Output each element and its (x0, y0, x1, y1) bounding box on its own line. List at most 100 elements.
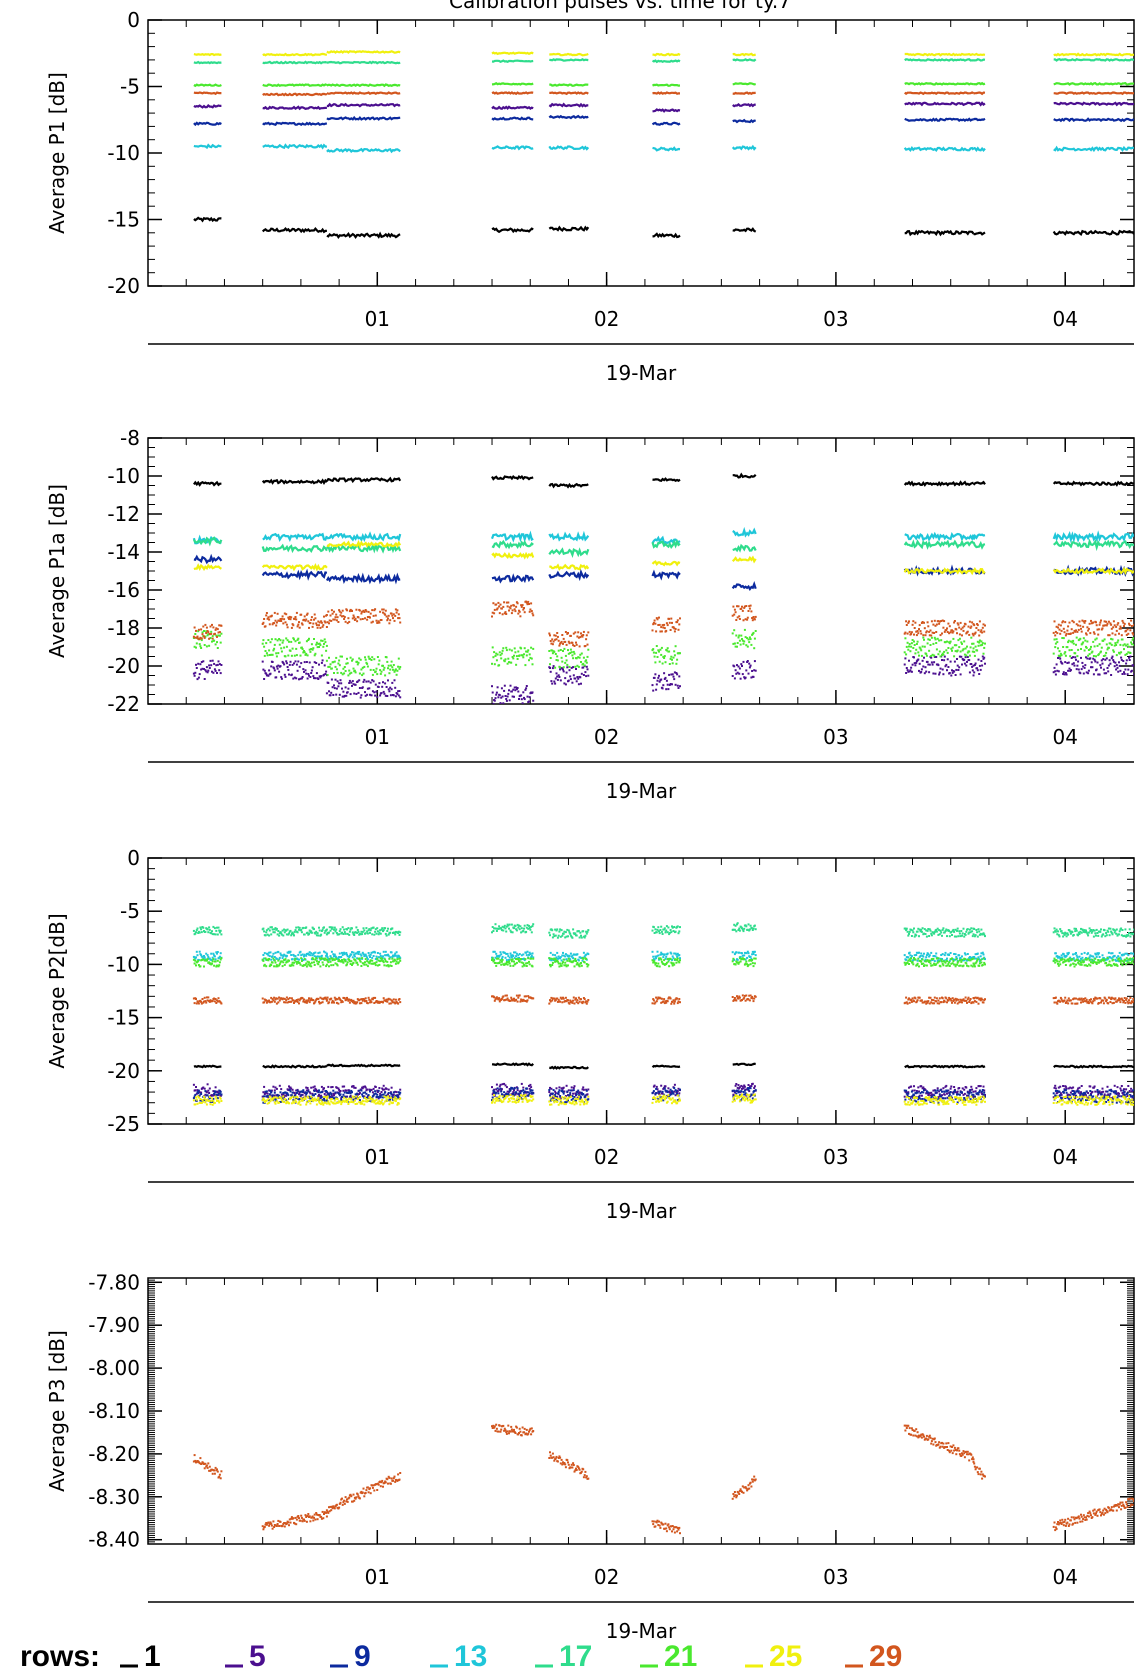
series-point (329, 614, 332, 617)
series-point (570, 666, 573, 669)
series-point (288, 663, 291, 666)
series-point (945, 928, 948, 931)
series-point (281, 615, 284, 618)
series-point (498, 605, 501, 608)
series-point (374, 930, 377, 933)
series-point (1065, 954, 1068, 957)
series-point (908, 951, 911, 954)
series-point (570, 651, 573, 654)
series-point (343, 1091, 346, 1094)
series-point (377, 933, 380, 936)
series-point (949, 660, 952, 663)
series-point (262, 639, 265, 642)
series-point (330, 926, 333, 929)
series-point (975, 1087, 978, 1090)
series-point (514, 1093, 517, 1096)
series-point (346, 691, 349, 694)
series-point (369, 668, 372, 671)
series-point (653, 932, 656, 934)
series-point (578, 1091, 581, 1094)
series-point (315, 1088, 318, 1091)
series-point (677, 687, 680, 689)
series-point (353, 692, 356, 695)
series-point (1085, 957, 1087, 959)
series-point (564, 683, 567, 686)
series-point (665, 929, 668, 932)
series-point (364, 1086, 367, 1089)
series-mark (261, 478, 328, 485)
series-point (1071, 663, 1074, 666)
series-point (1075, 658, 1077, 661)
series-point (951, 669, 953, 672)
series-point (973, 632, 976, 635)
series-point (941, 668, 944, 671)
series-point (508, 923, 511, 926)
series-point (298, 1093, 300, 1096)
series-point (909, 669, 912, 672)
series-point (206, 928, 209, 931)
series-point (930, 634, 933, 637)
series-point (550, 959, 553, 962)
series-point (306, 1087, 309, 1089)
series-point (654, 673, 657, 676)
series-point (930, 656, 933, 659)
series-point (1117, 622, 1120, 625)
series-point (293, 930, 296, 933)
series-point (1125, 633, 1128, 636)
series-point (965, 1086, 968, 1089)
series-point (748, 662, 751, 665)
series-point (317, 620, 320, 623)
series-point (368, 1088, 371, 1091)
series-point (216, 952, 218, 955)
series-point (978, 930, 981, 933)
series-point (1078, 620, 1081, 623)
series-point (1132, 637, 1134, 640)
series-point (214, 628, 217, 631)
series-point (655, 617, 658, 620)
series-point (358, 687, 361, 689)
series-point (1065, 673, 1068, 676)
series-point (497, 1090, 500, 1092)
series-point (301, 953, 304, 956)
series-point (378, 956, 381, 959)
series-point (936, 637, 939, 640)
x-tick-label: 01 (365, 1145, 390, 1169)
series-point (513, 1087, 516, 1090)
series-point (1123, 672, 1126, 675)
series-point (275, 1094, 278, 1097)
series-mark (490, 530, 534, 543)
series-point (968, 671, 971, 674)
series-point (329, 1091, 332, 1094)
series-point (528, 927, 531, 929)
series-point (1074, 652, 1077, 655)
series-point (580, 934, 582, 937)
series-mark (732, 58, 757, 62)
series-point (652, 955, 655, 958)
series-point (1067, 661, 1070, 664)
series-point (1127, 668, 1130, 671)
series-point (523, 698, 526, 701)
series-point (1054, 930, 1057, 933)
series-point (293, 1092, 296, 1094)
series-point (515, 955, 518, 958)
series-point (952, 630, 955, 633)
series-point (667, 926, 670, 929)
series-mark (651, 538, 681, 549)
series-point (341, 673, 344, 676)
series-point (1099, 621, 1102, 624)
series-point (315, 641, 318, 644)
series-point (554, 954, 557, 957)
series-point (203, 1087, 206, 1090)
series-point (560, 959, 563, 962)
series-point (299, 654, 302, 657)
series-point (577, 959, 580, 962)
series-point (198, 950, 201, 953)
series-point (552, 640, 555, 643)
series-point (372, 614, 375, 617)
series-point (514, 925, 517, 928)
series-point (327, 1085, 330, 1088)
series-point (504, 695, 507, 697)
series-point (562, 932, 565, 935)
series-point (553, 680, 556, 683)
